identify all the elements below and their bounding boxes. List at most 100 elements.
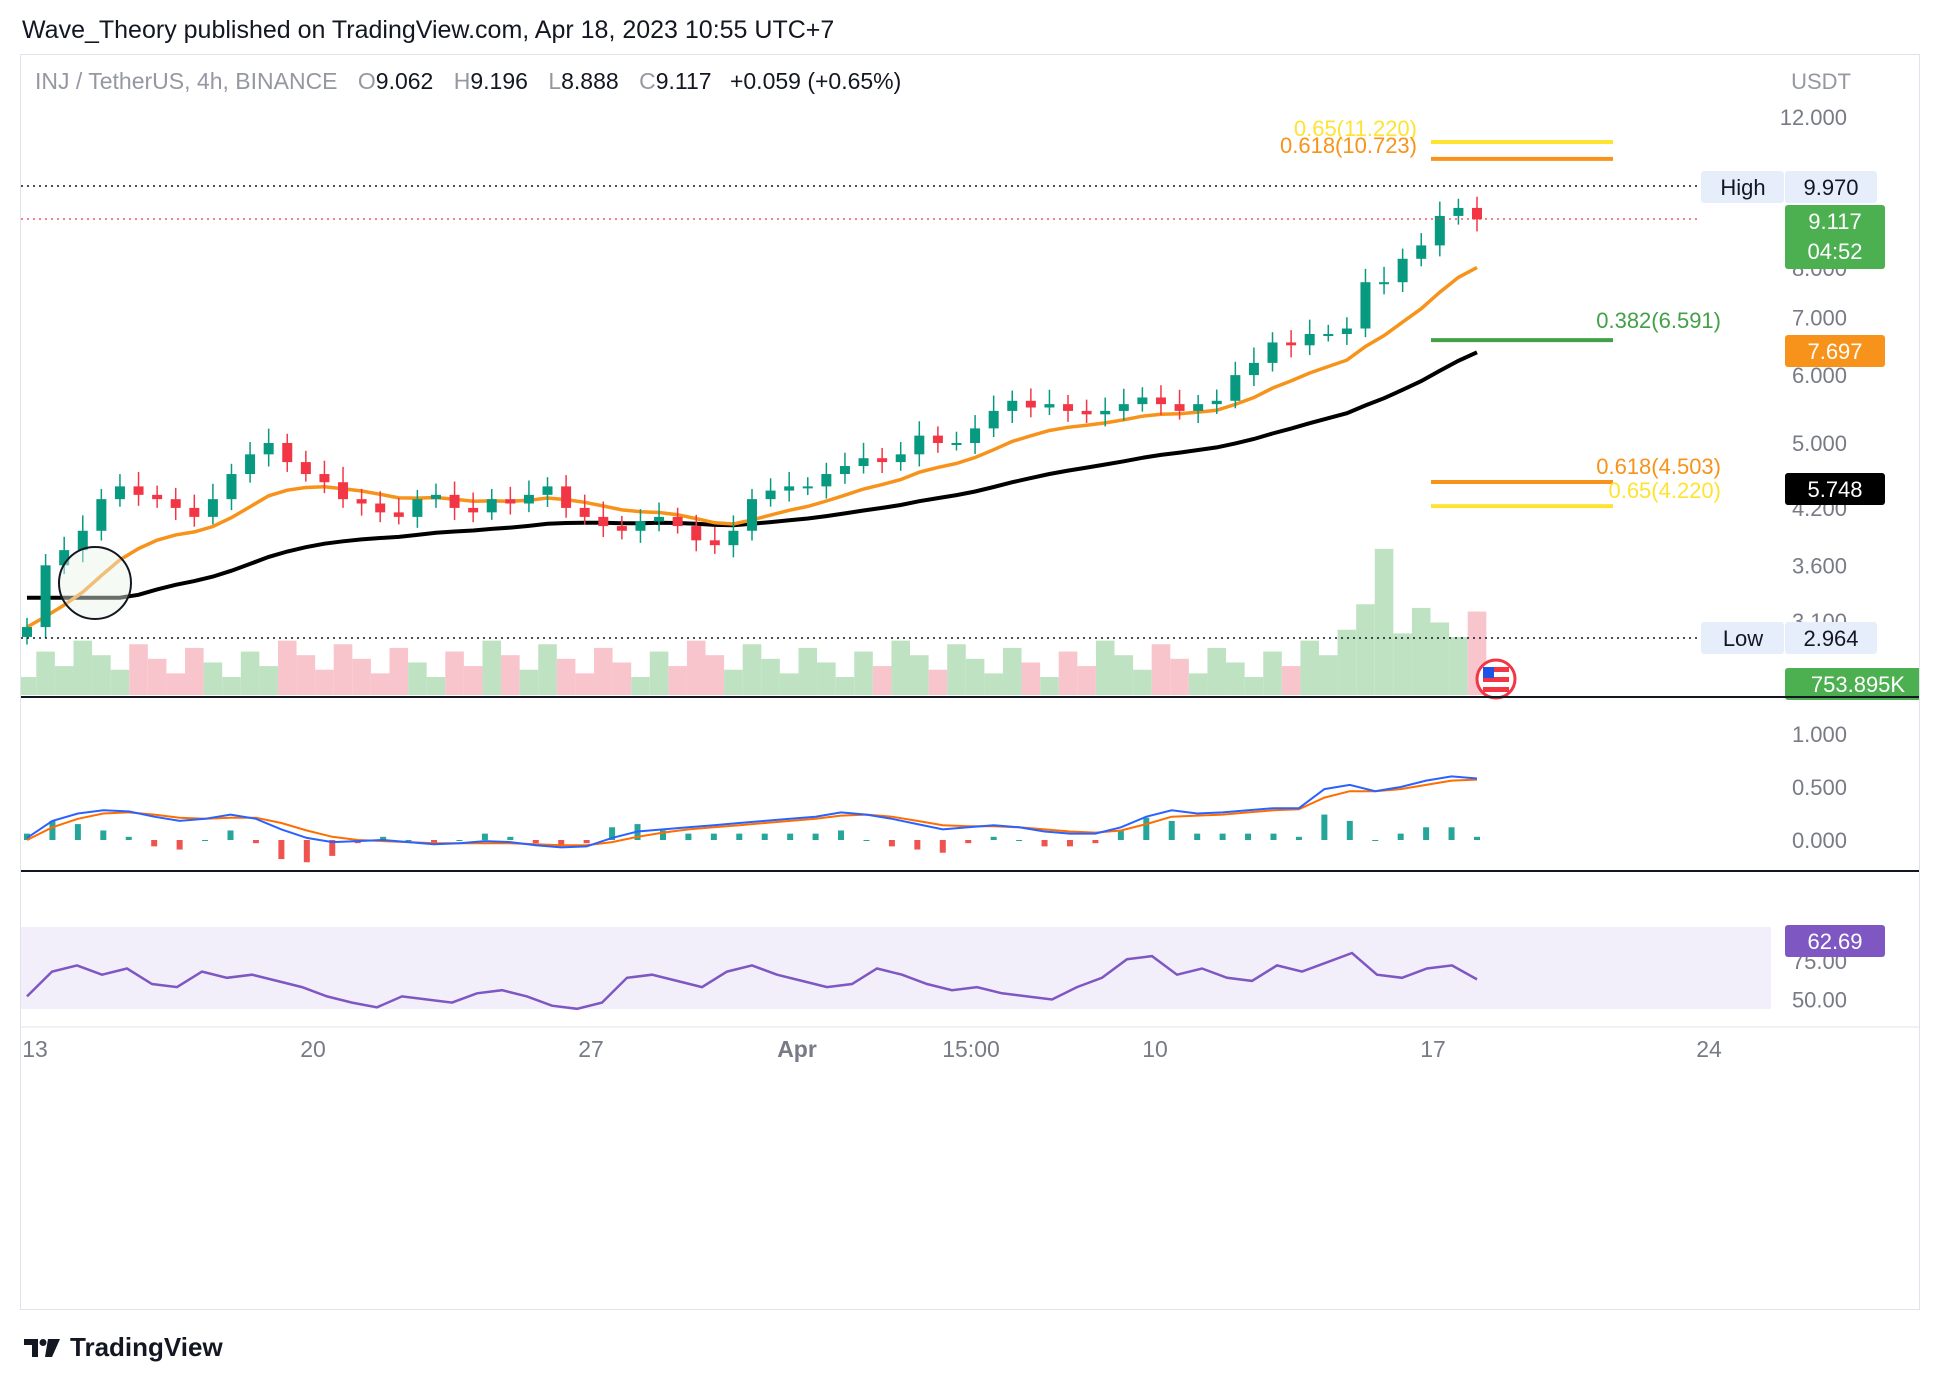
price-axis-unit: USDT bbox=[1791, 69, 1851, 94]
candle-body bbox=[951, 442, 962, 445]
price-tick: 5.000 bbox=[1792, 431, 1847, 456]
macd-histogram-bar bbox=[685, 833, 692, 840]
legend-symbol: INJ / TetherUS, 4h, BINANCE bbox=[35, 68, 338, 94]
candle-body bbox=[77, 530, 88, 551]
candle-body bbox=[988, 410, 999, 429]
volume-bar bbox=[575, 673, 594, 695]
legend-change: +0.059 (+0.65%) bbox=[730, 68, 901, 94]
moving-averages bbox=[26, 265, 1478, 629]
candle-body bbox=[1248, 362, 1259, 376]
macd-histogram-bar bbox=[1245, 833, 1252, 840]
volume-bar bbox=[482, 640, 502, 695]
chart-svg[interactable]: INJ / TetherUS, 4h, BINANCE O9.062 H9.19… bbox=[17, 55, 1931, 1309]
candle-body bbox=[1453, 207, 1464, 216]
volume-bar bbox=[872, 666, 892, 695]
macd-histogram-bar bbox=[1092, 840, 1099, 844]
volume-bar bbox=[965, 658, 985, 695]
candle-body bbox=[654, 516, 665, 522]
volume-bar bbox=[1411, 607, 1431, 695]
svg-text:INJ / TetherUS, 4h, BINANCE: INJ / TetherUS, 4h, BINANCE O9.062 H9.19… bbox=[35, 68, 901, 94]
volume-bar bbox=[649, 651, 669, 695]
low-label: Low bbox=[1723, 626, 1763, 651]
candle-body bbox=[1025, 400, 1036, 408]
macd-tick: 0.000 bbox=[1792, 828, 1847, 853]
time-axis: 13 20 27 Apr 15:00 10 17 24 bbox=[22, 1036, 1722, 1062]
macd-histogram-bar bbox=[202, 840, 209, 841]
volume-bar bbox=[798, 647, 818, 695]
candle-body bbox=[1230, 375, 1241, 401]
legend-close: 9.117 bbox=[656, 68, 712, 94]
macd-histogram-bar bbox=[990, 836, 997, 840]
time-tick: 10 bbox=[1142, 1036, 1168, 1062]
macd-histogram-bar bbox=[125, 836, 132, 840]
brand-name: TradingView bbox=[70, 1332, 223, 1362]
volume-bar bbox=[1151, 644, 1171, 695]
candle-body bbox=[691, 526, 702, 541]
macd-histogram-bar bbox=[74, 824, 81, 840]
candle-body bbox=[932, 435, 943, 443]
candle-body bbox=[338, 482, 349, 500]
candle-body bbox=[96, 499, 107, 531]
volume-bar bbox=[1021, 662, 1041, 695]
volume-bar bbox=[1430, 622, 1450, 695]
macd-histogram-bar bbox=[914, 840, 921, 850]
legend-open: 9.062 bbox=[376, 68, 434, 94]
macd-histogram-bar bbox=[1194, 833, 1201, 840]
legend-h-label: H bbox=[454, 68, 471, 94]
macd-histogram-bar bbox=[252, 840, 259, 844]
candle-body bbox=[1044, 404, 1055, 408]
volume-bar bbox=[203, 662, 223, 695]
candle-body bbox=[22, 627, 32, 637]
volume-bar bbox=[147, 658, 167, 695]
macd-histogram-bar bbox=[227, 830, 234, 840]
volume-bar bbox=[1040, 677, 1059, 695]
candle-body bbox=[40, 565, 51, 628]
macd-histogram-bar bbox=[939, 840, 946, 853]
volume-bar bbox=[1300, 640, 1319, 695]
price-tick: 6.000 bbox=[1792, 363, 1847, 388]
volume-bar bbox=[1244, 677, 1264, 695]
candle-body bbox=[1379, 282, 1390, 285]
high-value: 9.970 bbox=[1803, 175, 1858, 200]
volume-bar bbox=[259, 666, 278, 695]
volume-bar bbox=[185, 647, 204, 695]
macd-histogram-bar bbox=[176, 840, 183, 850]
volume-bar bbox=[352, 658, 371, 695]
macd-histogram-bar bbox=[151, 840, 158, 847]
candle-body bbox=[1360, 282, 1371, 329]
candle-body bbox=[468, 507, 479, 513]
macd-histogram-bar bbox=[431, 840, 438, 844]
time-tick: 17 bbox=[1420, 1036, 1446, 1062]
macd-histogram-bar bbox=[1448, 827, 1455, 840]
candle-body bbox=[1304, 334, 1315, 346]
volume-bar bbox=[73, 640, 93, 695]
volume-bar bbox=[240, 651, 260, 695]
macd-line bbox=[26, 775, 1478, 849]
macd-histogram-bar bbox=[507, 836, 514, 840]
macd-histogram-bar bbox=[1117, 830, 1124, 840]
volume-bar bbox=[612, 662, 632, 695]
macd-histogram-bar bbox=[558, 840, 565, 847]
candle-body bbox=[263, 442, 274, 455]
candle-body bbox=[189, 507, 200, 517]
macd-tick: 0.500 bbox=[1792, 775, 1847, 800]
publisher-line: Wave_Theory published on TradingView.com… bbox=[22, 16, 835, 44]
candle-body bbox=[1397, 258, 1408, 283]
macd-histogram-bar bbox=[1270, 833, 1277, 840]
macd-histogram-bar bbox=[1346, 820, 1353, 840]
candle-body bbox=[1007, 400, 1018, 411]
macd-histogram-bar bbox=[329, 840, 336, 856]
volume-bar bbox=[54, 666, 74, 695]
volume-bar bbox=[1449, 637, 1468, 695]
volume-bar bbox=[1207, 647, 1227, 695]
macd-histogram-bar bbox=[583, 840, 590, 844]
volume-bar bbox=[1002, 647, 1022, 695]
candle-body bbox=[1434, 215, 1445, 246]
candles bbox=[22, 196, 1482, 645]
candle-body bbox=[1323, 334, 1334, 337]
chart-frame[interactable]: INJ / TetherUS, 4h, BINANCE O9.062 H9.19… bbox=[17, 54, 1931, 1310]
volume-tag bbox=[1785, 668, 1931, 700]
candle-body bbox=[765, 490, 776, 500]
time-tick: 15:00 bbox=[942, 1036, 1000, 1062]
macd-histogram-bar bbox=[1066, 840, 1073, 847]
